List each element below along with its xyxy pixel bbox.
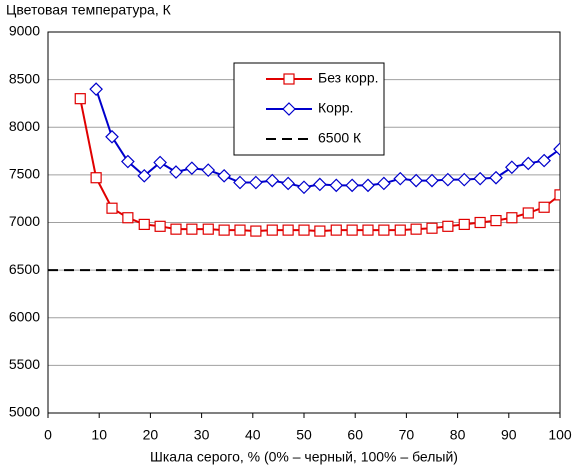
marker xyxy=(457,172,472,187)
marker xyxy=(234,224,246,236)
marker xyxy=(394,224,406,236)
marker xyxy=(474,216,486,229)
marker xyxy=(106,202,118,214)
marker xyxy=(522,207,534,219)
marker xyxy=(138,218,150,231)
marker xyxy=(410,223,422,235)
marker xyxy=(201,163,216,177)
marker xyxy=(282,224,294,236)
marker xyxy=(362,224,374,236)
marker xyxy=(537,153,551,168)
x-tick-label: 30 xyxy=(194,427,210,443)
x-tick-label: 50 xyxy=(296,427,312,443)
legend-label: Без корр. xyxy=(318,70,379,86)
marker xyxy=(154,220,166,232)
plot-frame xyxy=(47,31,561,414)
marker xyxy=(137,168,152,183)
marker xyxy=(186,223,198,235)
marker xyxy=(425,173,439,188)
marker xyxy=(377,176,391,191)
marker xyxy=(458,218,470,231)
x-tick-label: 10 xyxy=(91,427,107,443)
x-tick-label: 100 xyxy=(548,427,572,443)
marker xyxy=(121,154,135,169)
marker xyxy=(282,102,296,116)
marker xyxy=(298,224,310,236)
x-tick-label: 0 xyxy=(44,427,52,443)
marker xyxy=(202,223,214,235)
y-tick-label: 6500 xyxy=(9,261,40,277)
marker xyxy=(314,225,326,237)
marker xyxy=(490,214,502,227)
x-tick-label: 20 xyxy=(143,427,159,443)
marker xyxy=(89,82,103,96)
marker xyxy=(217,168,231,183)
y-tick-label: 6000 xyxy=(9,308,40,324)
marker xyxy=(409,173,423,188)
y-tick-label: 5000 xyxy=(9,404,40,420)
marker xyxy=(266,224,278,236)
marker xyxy=(393,171,408,186)
marker xyxy=(361,178,375,193)
marker xyxy=(313,177,327,192)
marker xyxy=(170,223,182,235)
marker xyxy=(281,176,295,191)
chart-title: Цветовая температура, К xyxy=(6,2,172,18)
marker xyxy=(426,222,438,234)
marker xyxy=(105,129,119,144)
marker xyxy=(329,178,344,193)
marker xyxy=(233,175,247,190)
x-tick-label: 80 xyxy=(450,427,466,443)
marker xyxy=(378,224,390,236)
marker xyxy=(554,189,560,201)
legend-label: Корр. xyxy=(318,100,353,116)
marker xyxy=(345,178,359,193)
marker xyxy=(441,172,455,187)
marker xyxy=(521,156,536,171)
x-tick-label: 40 xyxy=(245,427,261,443)
marker xyxy=(90,172,102,184)
marker xyxy=(553,142,560,157)
marker xyxy=(538,201,550,213)
marker xyxy=(153,155,167,170)
marker xyxy=(330,224,342,236)
x-axis-label: Шкала серого, % (0% – черный, 100% – бел… xyxy=(150,449,458,465)
marker xyxy=(297,180,311,195)
marker xyxy=(249,175,263,190)
marker xyxy=(218,224,230,236)
marker xyxy=(250,225,262,237)
marker xyxy=(185,161,199,176)
legend-label: 6500 К xyxy=(318,130,362,146)
marker xyxy=(346,224,358,236)
y-tick-label: 8500 xyxy=(9,70,40,86)
y-tick-label: 5500 xyxy=(9,356,40,372)
marker xyxy=(122,212,134,224)
marker xyxy=(74,93,86,105)
marker xyxy=(442,220,454,232)
marker xyxy=(283,73,295,85)
x-tick-label: 70 xyxy=(399,427,415,443)
y-tick-label: 7500 xyxy=(9,166,40,182)
x-tick-label: 90 xyxy=(501,427,517,443)
y-tick-label: 7000 xyxy=(9,213,40,229)
marker xyxy=(505,160,519,175)
y-tick-label: 9000 xyxy=(9,23,40,39)
plot-area xyxy=(48,82,560,272)
y-tick-label: 8000 xyxy=(9,118,40,134)
marker xyxy=(506,212,518,224)
x-tick-label: 60 xyxy=(347,427,363,443)
marker xyxy=(265,173,280,188)
marker xyxy=(473,171,487,186)
marker xyxy=(489,170,503,185)
marker xyxy=(169,165,183,179)
